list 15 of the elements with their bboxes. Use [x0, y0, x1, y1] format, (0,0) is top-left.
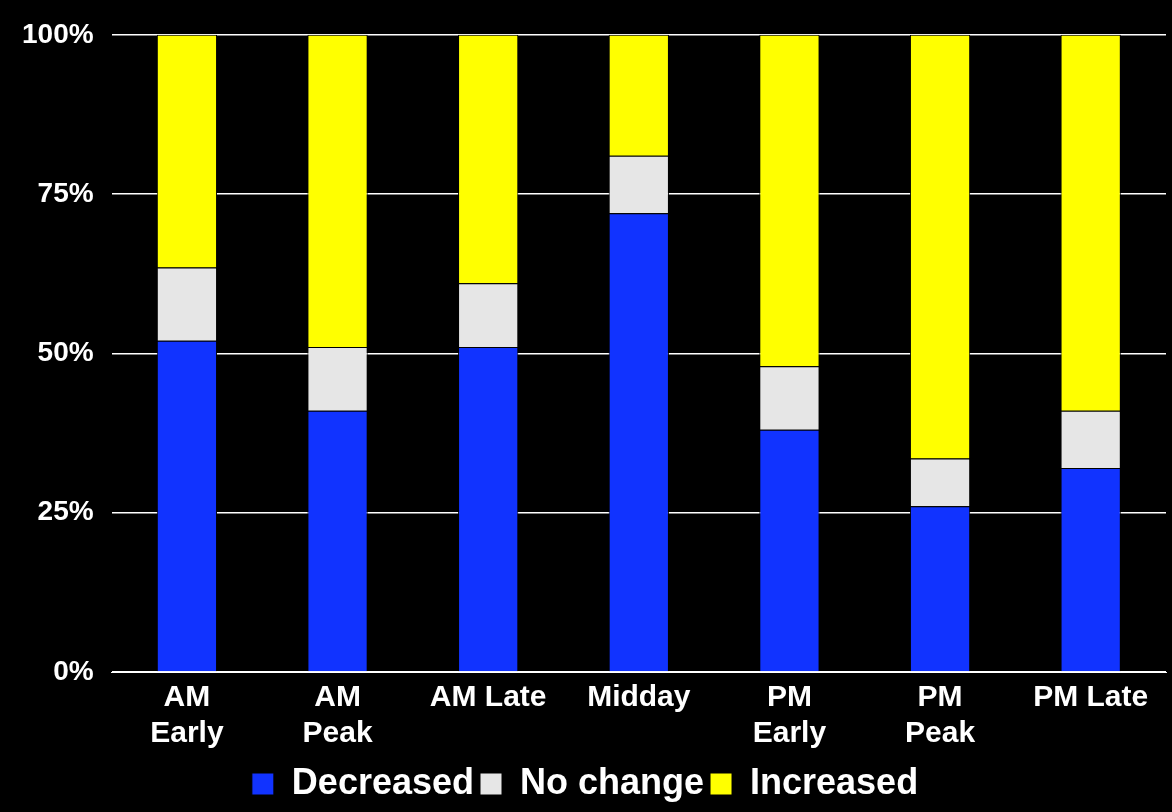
- legend-label: No change: [520, 760, 705, 802]
- x-tick-label: Midday: [587, 679, 691, 713]
- x-tick-label: PM Late: [1033, 679, 1149, 713]
- y-tick-label: 0%: [53, 654, 94, 686]
- y-tick-label: 100%: [21, 17, 94, 49]
- y-tick-label: 25%: [37, 495, 94, 527]
- x-tick-label: AM Peak: [302, 679, 373, 749]
- x-tick-label: AM Early: [150, 679, 224, 749]
- y-tick-label: 50%: [37, 336, 94, 368]
- y-tick-label: 75%: [37, 176, 94, 208]
- legend-label: Decreased: [291, 760, 475, 802]
- legend-label: Increased: [750, 760, 919, 802]
- x-tick-label: AM Late: [429, 679, 547, 713]
- x-tick-label: PM Peak: [905, 679, 976, 749]
- x-tick-label: PM Early: [752, 679, 827, 749]
